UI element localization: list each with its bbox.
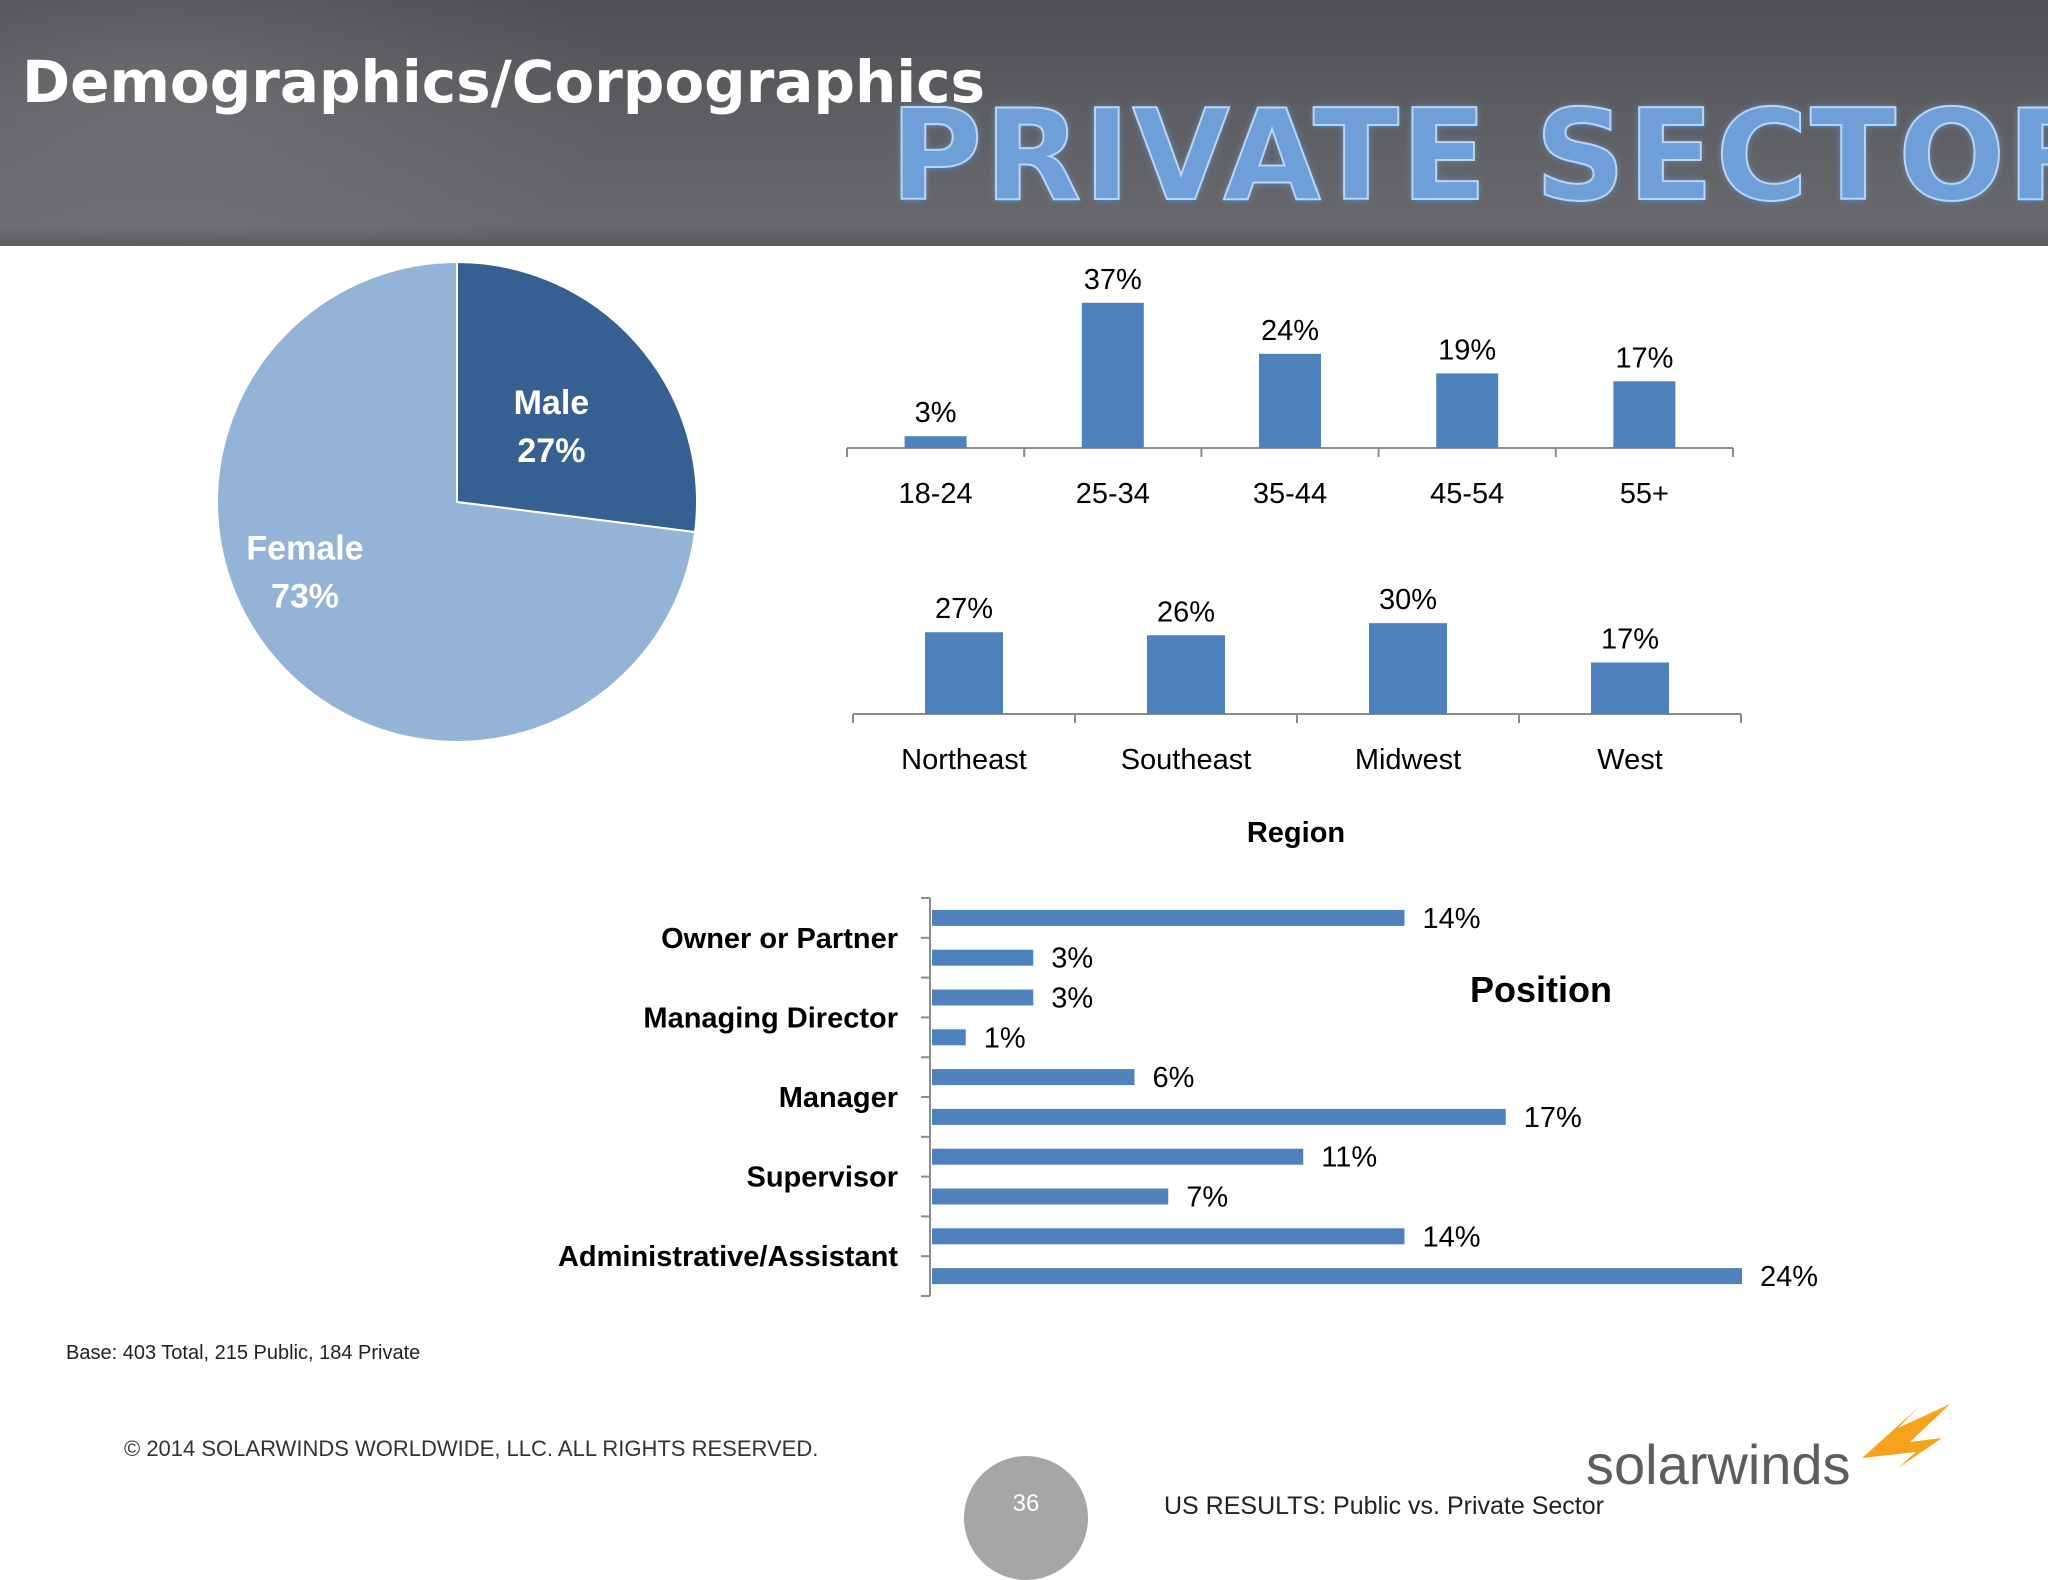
header-shadow xyxy=(0,228,2048,246)
position-value-label: 14% xyxy=(1423,903,1481,935)
age-category-label: 45-54 xyxy=(1430,478,1504,510)
position-value-label: 17% xyxy=(1524,1102,1582,1134)
position-bar xyxy=(932,949,1034,966)
solarwinds-logo: solarwinds xyxy=(1586,1404,1950,1496)
age-value-label: 17% xyxy=(1615,342,1673,374)
position-bar xyxy=(932,1228,1405,1245)
logo-wordmark: solarwinds xyxy=(1586,1433,1851,1496)
region-bar xyxy=(1591,662,1669,714)
sector-title: PRIVATE SECTOR xyxy=(889,81,2048,230)
region-bar xyxy=(1369,623,1447,714)
position-category-label: Managing Director xyxy=(643,1002,898,1034)
age-bar xyxy=(904,436,967,448)
page-number: 36 xyxy=(1012,1490,1040,1517)
position-value-label: 6% xyxy=(1153,1062,1195,1094)
charts-canvas: Male 27% Female 73% 3% 18-24 37% 25-34 24% 35-44… xyxy=(216,260,1818,1297)
region-bar xyxy=(1147,635,1225,714)
position-category-label: Administrative/Assistant xyxy=(558,1241,898,1273)
position-bar xyxy=(932,1108,1506,1125)
slide-title: Demographics/Corpographics xyxy=(22,48,986,116)
age-bar xyxy=(1081,302,1144,448)
gender-pie-chart: Male 27% Female 73% xyxy=(216,260,698,743)
position-bar xyxy=(932,989,1034,1006)
position-category-label: Manager xyxy=(779,1082,898,1114)
position-value-label: 7% xyxy=(1186,1182,1228,1214)
region-category-label: Southeast xyxy=(1121,744,1252,776)
position-value-label: 24% xyxy=(1760,1261,1818,1293)
age-category-label: 55+ xyxy=(1620,478,1669,510)
header-sheen xyxy=(0,0,700,246)
region-bar-chart: Region 27% Northeast 26% Southeast 30% Midwes… xyxy=(852,584,1742,849)
page-number-badge xyxy=(964,1456,1088,1580)
base-note: Base: 403 Total, 215 Public, 184 Private xyxy=(66,1342,421,1364)
age-category-label: 25-34 xyxy=(1076,478,1150,510)
region-category-label: West xyxy=(1597,744,1663,776)
pie-value-female: 73% xyxy=(271,577,339,615)
copyright-text: © 2014 SOLARWINDS WORLDWIDE, LLC. ALL RI… xyxy=(124,1436,819,1461)
position-bar xyxy=(932,1268,1742,1285)
pie-slice-male xyxy=(456,260,698,534)
position-value-label: 11% xyxy=(1321,1142,1377,1174)
footer-label: US RESULTS: Public vs. Private Sector xyxy=(1164,1492,1604,1520)
age-value-label: 3% xyxy=(915,397,957,429)
pie-value-male: 27% xyxy=(517,432,585,470)
logo-flame-icon xyxy=(1862,1404,1950,1468)
pie-label-female: Female xyxy=(246,529,363,567)
region-category-label: Midwest xyxy=(1355,744,1461,776)
position-bar xyxy=(932,1029,966,1046)
position-bar xyxy=(932,1188,1169,1205)
position-value-label: 14% xyxy=(1423,1221,1481,1253)
position-category-label: Supervisor xyxy=(747,1162,899,1194)
pie-slice-female xyxy=(216,260,697,743)
age-category-label: 35-44 xyxy=(1253,478,1327,510)
position-value-label: 3% xyxy=(1051,983,1093,1015)
position-value-label: 3% xyxy=(1051,943,1093,975)
age-bar xyxy=(1259,353,1321,448)
region-category-label: Northeast xyxy=(901,744,1027,776)
region-value-label: 30% xyxy=(1379,584,1437,616)
position-bar xyxy=(932,1069,1135,1086)
position-value-label: 1% xyxy=(984,1022,1026,1054)
position-chart-title: Position xyxy=(1470,969,1612,1010)
region-value-label: 27% xyxy=(935,593,993,625)
region-value-label: 17% xyxy=(1601,624,1659,656)
position-bar xyxy=(932,909,1405,926)
age-value-label: 19% xyxy=(1438,334,1496,366)
region-value-label: 26% xyxy=(1157,596,1215,628)
region-axis-label: Region xyxy=(1247,817,1345,849)
age-bar-chart: 3% 18-24 37% 25-34 24% 35-44 19% 45-54 17% 55+ xyxy=(846,264,1734,510)
pie-label-male: Male xyxy=(514,384,590,422)
region-bar xyxy=(925,632,1003,714)
position-category-label: Owner or Partner xyxy=(661,923,898,955)
age-category-label: 18-24 xyxy=(899,478,973,510)
position-bar xyxy=(932,1148,1304,1165)
position-bar-chart: Position 14% 3% 3% 1% 6% 17% 11% 7% 14% 24% Owner … xyxy=(558,897,1818,1297)
age-value-label: 37% xyxy=(1084,264,1142,296)
header-banner: Demographics/Corpographics PRIVATE SECTO… xyxy=(0,0,2048,246)
age-bar xyxy=(1436,373,1499,448)
age-value-label: 24% xyxy=(1261,315,1319,347)
age-bar xyxy=(1613,381,1676,448)
